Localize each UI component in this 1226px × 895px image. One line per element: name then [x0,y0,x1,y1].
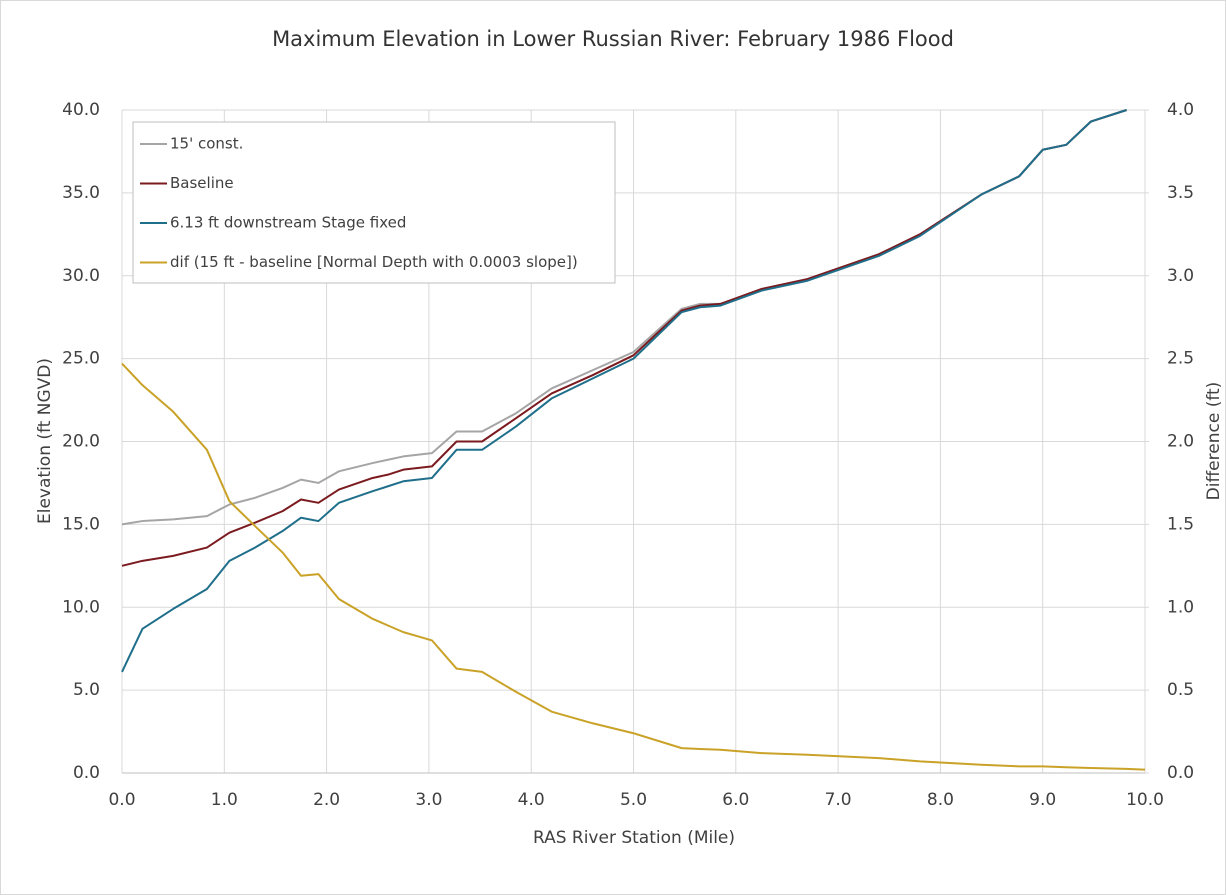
x-tick-label: 1.0 [211,790,238,810]
legend-label: dif (15 ft - baseline [Normal Depth with… [170,253,578,271]
y2-tick-label: 0.5 [1167,680,1194,700]
x-tick-label: 0.0 [108,790,135,810]
y-tick-label: 35.0 [62,183,100,203]
y-tick-label: 5.0 [73,680,100,700]
x-tick-label: 9.0 [1029,790,1056,810]
x-axis-title: RAS River Station (Mile) [533,828,735,848]
legend-label: 15' const. [170,135,243,153]
legend-box [132,121,616,284]
y-tick-label: 20.0 [62,432,100,452]
x-tick-label: 2.0 [313,790,340,810]
y2-tick-label: 4.0 [1167,100,1194,120]
x-tick-label: 7.0 [825,790,852,810]
y2-tick-label: 1.5 [1167,514,1194,534]
y-tick-label: 10.0 [62,597,100,617]
x-tick-label: 5.0 [620,790,647,810]
y2-axis-title: Difference (ft) [1204,382,1224,501]
x-tick-label: 3.0 [415,790,442,810]
y2-tick-label: 3.5 [1167,183,1194,203]
legend-label: 6.13 ft downstream Stage fixed [170,214,406,232]
x-tick-label: 4.0 [518,790,545,810]
series-line [121,109,1127,673]
series-line [121,362,1146,771]
y-tick-label: 40.0 [62,100,100,120]
y-tick-label: 30.0 [62,266,100,286]
y2-tick-label: 3.0 [1167,266,1194,286]
x-tick-label: 10.0 [1126,790,1164,810]
y2-tick-label: 0.0 [1167,763,1194,783]
x-tick-label: 6.0 [722,790,749,810]
chart-title: Maximum Elevation in Lower Russian River… [272,27,954,51]
x-tick-label: 8.0 [927,790,954,810]
y-tick-label: 25.0 [62,349,100,369]
y2-tick-label: 2.0 [1167,432,1194,452]
y-axis-title: Elevation (ft NGVD) [35,358,55,524]
y2-tick-label: 1.0 [1167,597,1194,617]
y2-tick-label: 2.5 [1167,349,1194,369]
y-tick-label: 0.0 [73,763,100,783]
y-tick-label: 15.0 [62,514,100,534]
legend-label: Baseline [170,174,234,192]
